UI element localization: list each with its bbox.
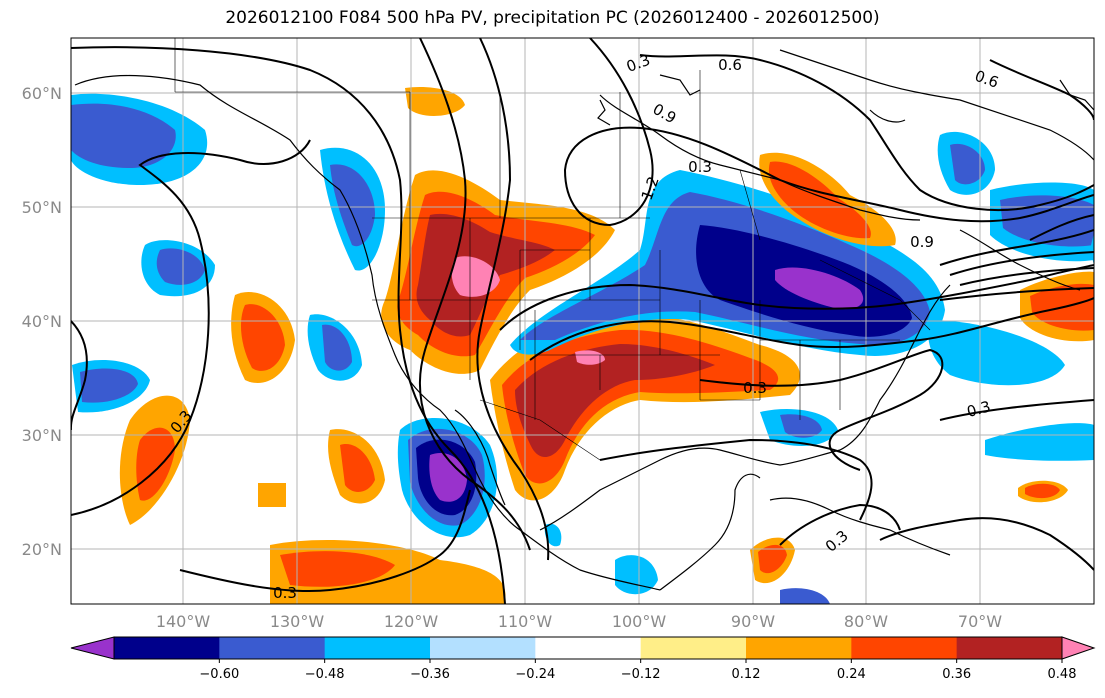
colorbar-segment bbox=[956, 637, 1063, 659]
contour-label: 0.9 bbox=[910, 233, 934, 251]
lon-label-90w: 90°W bbox=[731, 612, 775, 631]
colorbar-segment bbox=[640, 637, 747, 659]
lon-label-110w: 110°W bbox=[498, 612, 553, 631]
colorbar-tick-label: −0.60 bbox=[199, 667, 239, 682]
lon-label-100w: 100°W bbox=[612, 612, 667, 631]
colorbar-extend-low bbox=[70, 636, 115, 660]
colorbar-border bbox=[113, 636, 1063, 660]
lat-label-20: 20°N bbox=[22, 540, 62, 559]
lat-label-30: 30°N bbox=[22, 426, 62, 445]
colorbar-tick-label: 0.12 bbox=[732, 667, 761, 682]
field-negative-gulf-core bbox=[780, 414, 822, 438]
field-negative-labrador-core bbox=[950, 143, 985, 185]
colorbar-segment bbox=[114, 637, 220, 659]
field-negative-pnw-core bbox=[330, 164, 375, 247]
field-negative-west-core bbox=[80, 368, 138, 403]
colorbar-segment bbox=[746, 637, 852, 659]
field-negative-south-c bbox=[544, 523, 562, 547]
colorbar-tick-label: −0.36 bbox=[410, 667, 450, 682]
colorbar-tick-label: 0.36 bbox=[942, 667, 971, 682]
contour-label: 0.3 bbox=[743, 379, 767, 397]
field-positive-pacific-c-core bbox=[340, 444, 375, 492]
field-positive-plains-dark bbox=[515, 344, 715, 458]
field-negative-south bbox=[615, 555, 658, 595]
field-positive-caribbean-core bbox=[1025, 483, 1060, 499]
lon-label-70w: 70°W bbox=[958, 612, 1002, 631]
field-positive-canada-core bbox=[768, 161, 871, 239]
field-negative-pacific-core bbox=[156, 248, 205, 285]
field-positive-small bbox=[258, 483, 286, 507]
field-negative-alaska-core bbox=[71, 103, 176, 168]
field-positive-canada-north bbox=[405, 86, 465, 116]
lat-label-40: 40°N bbox=[22, 312, 62, 331]
field-negative-lakes-edge bbox=[1090, 232, 1094, 265]
colorbar-tick-label: 0.24 bbox=[837, 667, 866, 682]
lon-label-80w: 80°W bbox=[844, 612, 888, 631]
borders bbox=[174, 38, 931, 461]
colorbar-tick-label: −0.12 bbox=[621, 667, 661, 682]
contour-label: 0.3 bbox=[688, 158, 712, 176]
field-positive-rockies-core bbox=[451, 256, 500, 297]
colorbar-tick-label: 0.48 bbox=[1048, 667, 1077, 682]
field-negative-atlantic-b bbox=[928, 320, 1065, 386]
lon-label-130w: 130°W bbox=[270, 612, 325, 631]
latitude-labels: 60°N 50°N 40°N 30°N 20°N bbox=[22, 84, 62, 559]
lat-label-60: 60°N bbox=[22, 84, 62, 103]
lon-label-120w: 120°W bbox=[384, 612, 439, 631]
field-negative-lakes-core bbox=[775, 267, 864, 310]
map-border bbox=[70, 37, 1095, 605]
colorbar-segment bbox=[851, 637, 958, 659]
field-positive-plains-core bbox=[575, 350, 605, 365]
contour-label: 0.3 bbox=[273, 584, 297, 602]
field-negative-south-b bbox=[780, 588, 830, 604]
field-negative-california-core bbox=[322, 324, 352, 371]
colorbar-segment bbox=[535, 637, 642, 659]
longitude-labels: 140°W 130°W 120°W 110°W 100°W 90°W 80°W … bbox=[156, 612, 1002, 631]
field-positive-pacific-b-core bbox=[136, 427, 175, 501]
chart-title: 2026012100 F084 500 hPa PV, precipitatio… bbox=[225, 8, 880, 28]
colorbar-extend-high bbox=[1061, 636, 1096, 660]
lat-label-50: 50°N bbox=[22, 198, 62, 217]
contour-label: 0.6 bbox=[718, 56, 742, 74]
field-negative-baja-core bbox=[429, 452, 467, 502]
colorbar-segment bbox=[324, 637, 431, 659]
colorbar-tick-label: −0.48 bbox=[305, 667, 345, 682]
colorbar-tick-label: −0.24 bbox=[515, 667, 555, 682]
pv-contours bbox=[71, 38, 1094, 604]
colorbar-segment bbox=[430, 637, 536, 659]
colorbar: −0.60 −0.48 −0.36 −0.24 −0.12 0.12 0.24 0.36 0.4… bbox=[70, 636, 1096, 682]
lon-label-140w: 140°W bbox=[156, 612, 211, 631]
field-positive-yucatan-core bbox=[758, 544, 787, 574]
contour-label: 0.3 bbox=[965, 397, 993, 421]
colorbar-segment bbox=[219, 637, 326, 659]
field-negative-atlantic-c bbox=[985, 423, 1094, 461]
field-positive-southpac-core bbox=[280, 551, 395, 587]
